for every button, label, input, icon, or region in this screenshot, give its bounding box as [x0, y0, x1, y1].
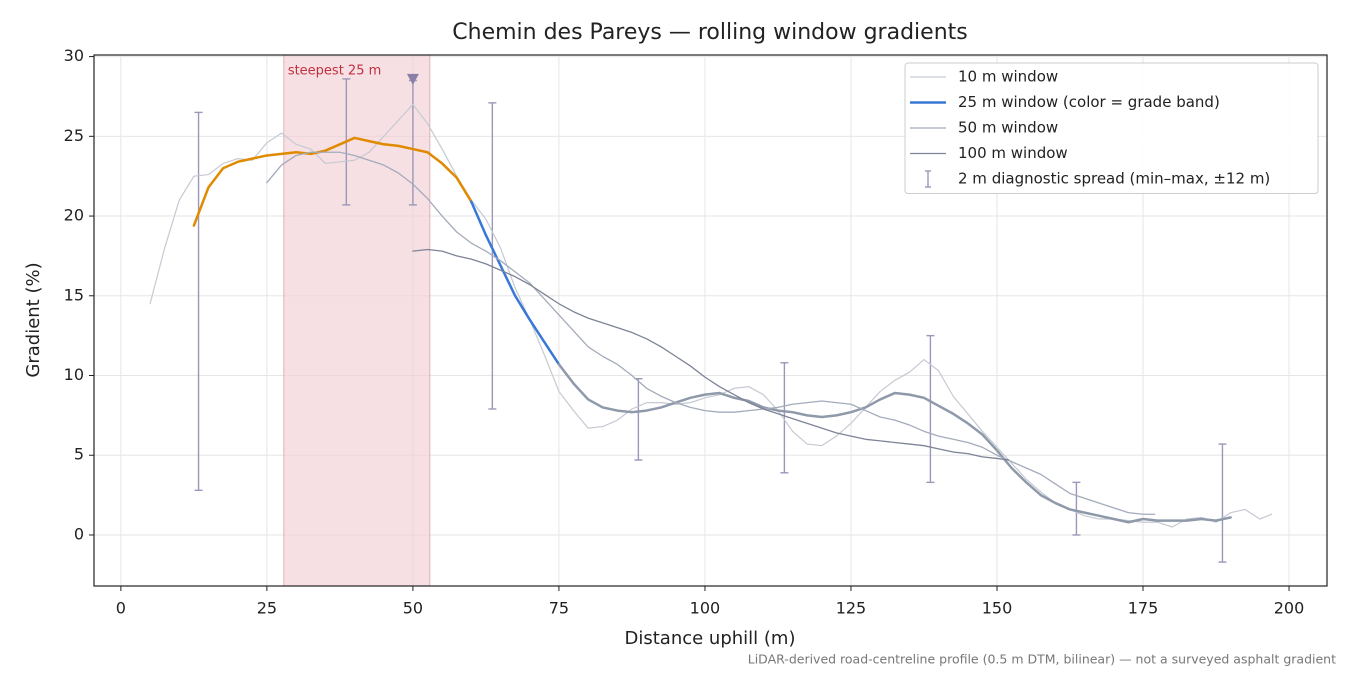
x-tick-label: 0 — [116, 599, 126, 618]
x-tick-label: 25 — [257, 599, 277, 618]
steepest-marker — [406, 73, 419, 85]
y-tick-label: 0 — [74, 524, 84, 543]
legend-label: 2 m diagnostic spread (min–max, ±12 m) — [958, 170, 1270, 188]
series-line — [266, 151, 1156, 515]
x-tick-label: 150 — [982, 599, 1013, 618]
x-axis-label: Distance uphill (m) — [625, 628, 796, 649]
highlight-span — [283, 54, 431, 587]
line-connector — [557, 363, 575, 385]
plot-frame — [93, 54, 1328, 587]
y-tick-label: 25 — [64, 126, 84, 145]
y-tick-label: 30 — [64, 46, 84, 65]
x-tick-label: 100 — [690, 599, 721, 618]
y-tick-label: 20 — [64, 206, 84, 225]
x-tick-label: 75 — [549, 599, 569, 618]
x-tick-label: 175 — [1128, 599, 1159, 618]
y-tick-label: 15 — [64, 285, 84, 304]
series-line — [149, 103, 1273, 528]
x-tick-label: 50 — [403, 599, 423, 618]
chart-title: Chemin des Pareys — rolling window gradi… — [452, 20, 967, 45]
y-axis-label: Gradient (%) — [23, 262, 44, 377]
legend-label: 50 m window — [958, 119, 1058, 137]
y-tick-label: 10 — [64, 365, 84, 384]
legend-label: 10 m window — [958, 68, 1058, 86]
legend-label: 25 m window (color = grade band) — [958, 93, 1220, 111]
series-line — [412, 248, 1010, 461]
x-tick-label: 125 — [836, 599, 867, 618]
footnote: LiDAR-derived road-centreline profile (0… — [748, 652, 1336, 667]
series-line — [484, 233, 561, 366]
line-connector — [470, 200, 488, 237]
series-line — [572, 382, 1232, 524]
highlight-label: steepest 25 m — [288, 64, 381, 79]
series-line — [192, 136, 473, 227]
legend-label: 100 m window — [958, 144, 1068, 162]
x-tick-label: 200 — [1274, 599, 1305, 618]
legend-box — [904, 62, 1319, 194]
y-tick-label: 5 — [74, 445, 84, 464]
